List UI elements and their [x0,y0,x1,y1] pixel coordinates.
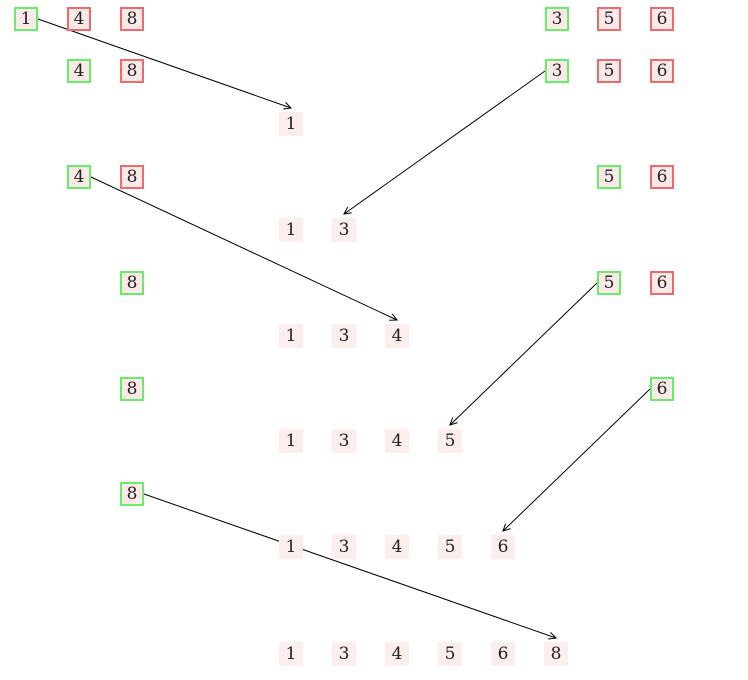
right-list-item: 5 [597,165,621,189]
left-list-item: 8 [120,165,144,189]
merged-item: 8 [544,642,568,666]
merge-arrow [144,494,556,638]
merged-item: 4 [385,324,409,348]
left-list-item: 1 [14,7,38,31]
right-list-item: 3 [545,7,569,31]
merged-item: 3 [332,218,356,242]
merged-item: 3 [332,429,356,453]
merge-arrow [450,283,597,425]
left-list-item: 8 [120,7,144,31]
merged-item: 1 [279,429,303,453]
merge-arrow [503,389,650,531]
merged-item: 1 [279,535,303,559]
merged-item: 5 [438,535,462,559]
right-list-item: 6 [650,377,674,401]
left-list-item: 4 [67,165,91,189]
merged-item: 1 [279,642,303,666]
left-list-item: 4 [67,7,91,31]
merged-item: 5 [438,642,462,666]
left-list-item: 8 [120,482,144,506]
merged-item: 3 [332,642,356,666]
merge-arrow [344,71,545,214]
right-list-item: 6 [650,271,674,295]
left-list-item: 4 [67,59,91,83]
left-list-item: 8 [120,271,144,295]
merged-item: 3 [332,324,356,348]
right-list-item: 6 [650,165,674,189]
merged-item: 6 [491,642,515,666]
right-list-item: 6 [650,59,674,83]
right-list-item: 5 [597,59,621,83]
right-list-item: 5 [597,271,621,295]
merged-item: 4 [385,535,409,559]
merged-item: 6 [491,535,515,559]
merged-item: 1 [279,324,303,348]
right-list-item: 3 [545,59,569,83]
merged-item: 1 [279,218,303,242]
merged-item: 4 [385,642,409,666]
merged-item: 1 [279,112,303,136]
right-list-item: 6 [650,7,674,31]
merged-item: 3 [332,535,356,559]
right-list-item: 5 [597,7,621,31]
merge-arrow [91,177,397,320]
left-list-item: 8 [120,377,144,401]
left-list-item: 8 [120,59,144,83]
merged-item: 5 [438,429,462,453]
merged-item: 4 [385,429,409,453]
